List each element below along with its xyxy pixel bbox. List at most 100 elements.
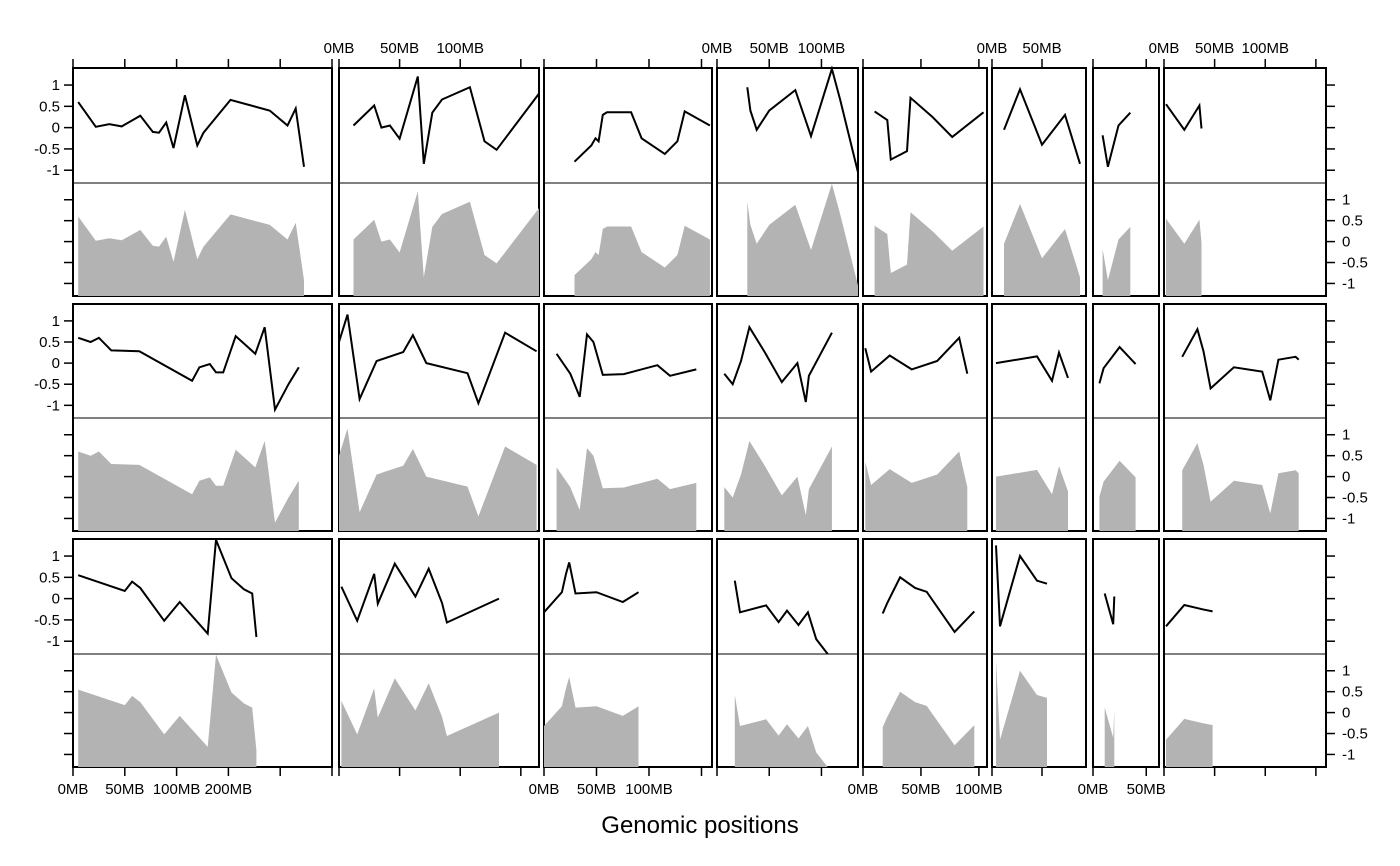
y-tick-label-left-r2-1: 0.5 — [39, 334, 60, 351]
area-series-c3-r2 — [556, 448, 697, 531]
area-series-c3-r3 — [544, 677, 639, 767]
y-tick-label-right-r3-3: -0.5 — [1342, 726, 1368, 743]
line-series-c3-r2 — [555, 331, 697, 398]
y-tick-label-left-r3-1: 0.5 — [39, 569, 60, 586]
x-tick-label-c2-0: 0MB — [324, 40, 355, 57]
line-series-c3-r1 — [573, 109, 711, 163]
panel-frame-c8-r3 — [1163, 538, 1327, 768]
area-series-c8-r3 — [1166, 718, 1213, 767]
line-series-c7-r2 — [1098, 345, 1137, 384]
line-series-c1-r3 — [77, 539, 258, 638]
x-tick-label-c6-1: 50MB — [1022, 40, 1061, 57]
y-tick-label-right-r3-4: -1 — [1342, 746, 1355, 763]
area-series-c5-r3 — [882, 691, 975, 767]
y-tick-label-right-r2-1: 0.5 — [1342, 448, 1363, 465]
area-series-c8-r2 — [1182, 443, 1299, 531]
y-tick-label-right-r1-1: 0.5 — [1342, 213, 1363, 230]
y-tick-label-left-r2-4: -1 — [47, 397, 60, 414]
y-tick-label-right-r2-4: -1 — [1342, 510, 1355, 527]
line-series-c5-r1 — [874, 95, 985, 162]
line-series-c7-r1 — [1101, 112, 1132, 168]
line-series-c7-r3 — [1103, 593, 1116, 625]
panel-frame-c7-r3 — [1092, 538, 1160, 768]
line-series-c4-r3 — [733, 580, 829, 655]
line-series-c6-r1 — [1003, 86, 1081, 165]
area-series-c4-r3 — [734, 695, 828, 767]
line-series-c6-r2 — [995, 349, 1069, 384]
x-tick-label-c8-2: 100MB — [1241, 40, 1289, 57]
area-series-c1-r1 — [78, 209, 304, 296]
line-series-c1-r2 — [77, 326, 300, 413]
x-tick-label-c3-2: 100MB — [625, 781, 673, 798]
y-tick-label-left-r1-2: 0 — [52, 120, 60, 137]
x-tick-label-c4-2: 100MB — [798, 40, 846, 57]
line-series-c1-r1 — [77, 95, 305, 167]
line-series-c5-r3 — [881, 575, 976, 634]
x-tick-label-c1-1: 50MB — [105, 781, 144, 798]
y-tick-label-right-r1-3: -0.5 — [1342, 255, 1368, 272]
y-tick-label-right-r3-1: 0.5 — [1342, 684, 1363, 701]
area-series-c5-r2 — [865, 451, 968, 531]
x-tick-label-c5-1: 50MB — [901, 781, 940, 798]
area-series-c7-r2 — [1099, 460, 1136, 531]
y-tick-label-left-r2-2: 0 — [52, 355, 60, 372]
y-tick-label-left-r1-3: -0.5 — [34, 141, 60, 158]
x-tick-label-c1-0: 0MB — [58, 781, 89, 798]
line-series-c8-r1 — [1165, 102, 1203, 132]
area-series-c7-r3 — [1104, 707, 1115, 767]
y-tick-label-right-r1-4: -1 — [1342, 275, 1355, 292]
line-series-c4-r2 — [723, 324, 833, 403]
x-tick-label-c6-0: 0MB — [977, 40, 1008, 57]
x-axis-title: Genomic positions — [601, 812, 799, 839]
y-tick-label-left-r3-2: 0 — [52, 591, 60, 608]
area-series-c6-r3 — [996, 660, 1047, 767]
x-tick-label-c2-2: 100MB — [436, 40, 484, 57]
y-tick-label-right-r1-0: 1 — [1342, 192, 1350, 209]
area-series-c2-r1 — [353, 191, 539, 296]
y-tick-label-left-r2-0: 1 — [52, 313, 60, 330]
y-tick-label-right-r1-2: 0 — [1342, 234, 1350, 251]
y-tick-label-right-r3-0: 1 — [1342, 663, 1350, 680]
area-series-c1-r2 — [78, 441, 299, 531]
line-series-c6-r3 — [995, 545, 1048, 627]
line-series-c8-r3 — [1165, 603, 1213, 627]
line-series-c8-r2 — [1181, 326, 1300, 401]
line-series-c5-r2 — [864, 335, 969, 374]
x-tick-label-c3-1: 50MB — [577, 781, 616, 798]
x-tick-label-c1-2: 100MB — [153, 781, 201, 798]
line-series-c3-r3 — [543, 562, 640, 613]
panel-frame-c8-r1 — [1163, 67, 1327, 297]
line-series-c2-r2 — [338, 314, 538, 407]
y-tick-label-left-r1-0: 1 — [52, 77, 60, 94]
y-tick-label-right-r2-3: -0.5 — [1342, 490, 1368, 507]
x-tick-label-c5-0: 0MB — [848, 781, 879, 798]
y-tick-label-right-r2-0: 1 — [1342, 427, 1350, 444]
y-tick-label-left-r3-4: -1 — [47, 633, 60, 650]
y-tick-label-right-r3-2: 0 — [1342, 705, 1350, 722]
line-series-c4-r1 — [746, 65, 859, 173]
x-tick-label-c8-1: 50MB — [1195, 40, 1234, 57]
area-series-c2-r3 — [341, 678, 499, 767]
x-tick-label-c4-0: 0MB — [702, 40, 733, 57]
area-series-c6-r2 — [996, 466, 1068, 531]
line-series-c2-r1 — [352, 76, 540, 164]
y-tick-label-left-r1-1: 0.5 — [39, 98, 60, 115]
area-series-c6-r1 — [1004, 203, 1080, 296]
x-tick-label-c3-0: 0MB — [529, 781, 560, 798]
area-series-c4-r1 — [747, 183, 858, 296]
x-tick-label-c7-0: 0MB — [1078, 781, 1109, 798]
area-series-c7-r1 — [1102, 226, 1131, 296]
x-tick-label-c4-1: 50MB — [750, 40, 789, 57]
area-series-c2-r2 — [339, 428, 537, 531]
area-series-c1-r3 — [78, 654, 257, 767]
y-tick-label-left-r1-4: -1 — [47, 162, 60, 179]
y-tick-label-left-r3-0: 1 — [52, 548, 60, 565]
area-series-c4-r2 — [724, 441, 832, 531]
y-tick-label-right-r2-2: 0 — [1342, 469, 1350, 486]
x-tick-label-c2-1: 50MB — [380, 40, 419, 57]
x-tick-label-c8-0: 0MB — [1149, 40, 1180, 57]
line-series-c2-r3 — [340, 561, 500, 624]
y-tick-label-left-r3-3: -0.5 — [34, 612, 60, 629]
x-tick-label-c5-2: 100MB — [955, 781, 1003, 798]
